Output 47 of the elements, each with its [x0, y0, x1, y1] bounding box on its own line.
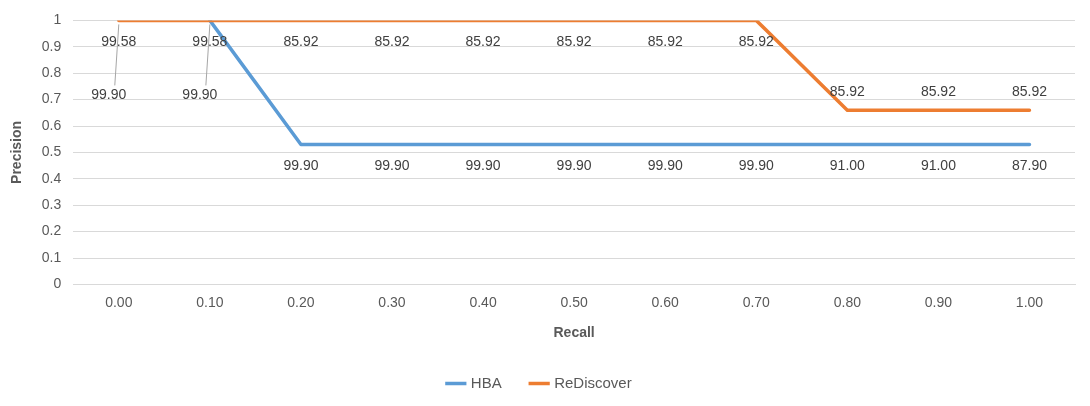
y-tick-label: 0.2: [41, 222, 62, 239]
y-tick-label: 0.4: [41, 169, 62, 186]
x-axis-title: Recall: [553, 324, 595, 341]
annotation: 85.92: [647, 33, 683, 50]
annotation: 91.00: [920, 157, 957, 174]
y-tick-label: 0.3: [41, 196, 62, 213]
y-tick-label: 0.6: [41, 116, 62, 133]
y-tick-label: 0.8: [41, 64, 62, 81]
legend-label: HBA: [470, 373, 502, 391]
x-tick-label: 0.30: [378, 293, 406, 310]
x-tick-label: 0.10: [196, 293, 224, 310]
x-tick-label: 0.20: [287, 293, 315, 310]
y-tick-label: 0.7: [41, 90, 62, 107]
annotation: 99.90: [556, 157, 592, 174]
x-tick-label: 0.40: [469, 293, 497, 310]
x-tick-label: 1.00: [1015, 293, 1044, 310]
x-tick-label: 0.70: [742, 293, 771, 310]
annotation: 99.90: [182, 86, 218, 103]
annotation: 85.92: [556, 33, 592, 50]
annotation: 99.90: [91, 86, 127, 103]
annotation: 85.92: [1011, 83, 1048, 100]
annotation: 99.90: [465, 157, 501, 174]
annotation: 91.00: [829, 157, 866, 174]
x-tick-label: 0.00: [105, 293, 133, 310]
annotation: 99.90: [283, 157, 319, 174]
annotation: 85.92: [283, 33, 319, 50]
y-tick-label: 0.9: [41, 37, 62, 54]
annotation: 99.90: [738, 157, 774, 174]
annotation: 85.92: [374, 33, 410, 50]
annotation: 99.90: [374, 157, 410, 174]
annotation: 85.92: [738, 33, 774, 50]
annotation: 85.92: [829, 83, 866, 100]
annotation: 99.90: [647, 157, 683, 174]
annotation: 85.92: [920, 83, 957, 100]
y-tick-label: 0.1: [41, 248, 62, 265]
legend-label: ReDiscover: [554, 373, 632, 391]
x-tick-label: 0.80: [833, 293, 862, 310]
x-tick-label: 0.90: [924, 293, 953, 310]
y-tick-label: 0.5: [41, 143, 62, 160]
x-tick-label: 0.60: [651, 293, 680, 310]
y-tick-label: 0: [53, 275, 62, 292]
annotation: 99.58: [101, 33, 137, 50]
y-tick-label: 1: [53, 11, 62, 28]
x-tick-label: 0.50: [560, 293, 588, 310]
annotation: 85.92: [465, 33, 501, 50]
y-axis-title: Precision: [8, 120, 25, 184]
annotation: 87.90: [1011, 157, 1048, 174]
